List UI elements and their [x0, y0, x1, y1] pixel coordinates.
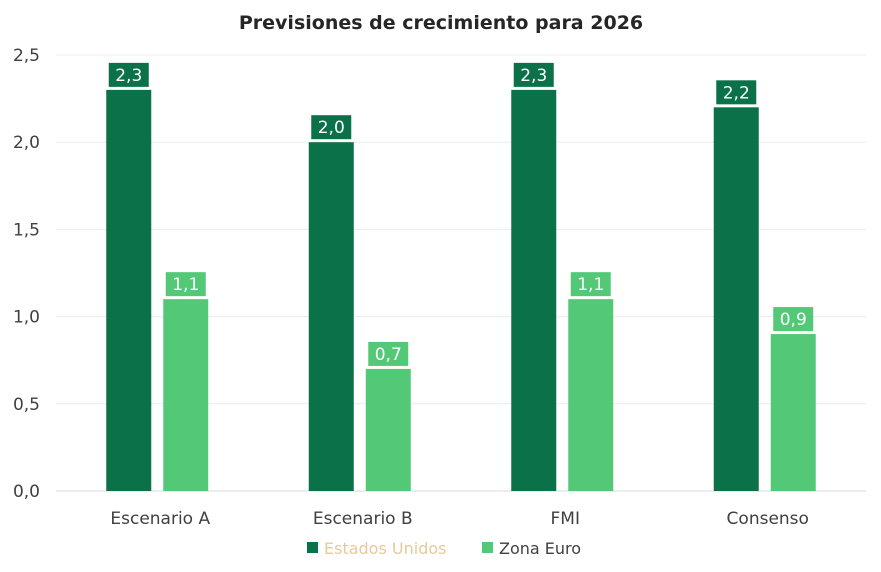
- y-tick-label: 2,0: [13, 133, 40, 153]
- x-axis: Escenario A Escenario B FMI Consenso: [110, 509, 809, 529]
- bar-group: 2,3 1,1: [511, 62, 614, 491]
- legend-label: Estados Unidos: [324, 539, 446, 558]
- y-tick-label: 0,5: [13, 395, 40, 415]
- data-label: 0,9: [780, 310, 807, 330]
- bar-group: 2,0 0,7: [308, 115, 411, 491]
- legend-item: Zona Euro: [482, 539, 581, 558]
- x-tick-label: Consenso: [727, 509, 809, 529]
- bar: [568, 299, 614, 491]
- y-tick-label: 1,5: [13, 220, 40, 240]
- data-label-box: [716, 80, 757, 105]
- legend: Estados Unidos Zona Euro: [307, 539, 581, 558]
- y-tick-label: 2,5: [13, 46, 40, 66]
- data-label: 2,3: [115, 66, 142, 86]
- data-label-box: [513, 62, 554, 87]
- data-label: 0,7: [375, 345, 402, 365]
- bars: 2,3 1,1 2,0 0,7 2,3 1,1 2,2 0,9: [106, 62, 816, 491]
- bar: [163, 299, 209, 491]
- data-label: 2,2: [723, 83, 750, 103]
- data-label-box: [311, 115, 352, 140]
- data-label: 2,3: [520, 66, 547, 86]
- legend-item: Estados Unidos: [307, 539, 446, 558]
- legend-swatch: [307, 542, 318, 553]
- data-label: 1,1: [172, 275, 199, 295]
- x-tick-label: Escenario B: [313, 509, 413, 529]
- legend-label: Zona Euro: [499, 539, 581, 558]
- data-label: 2,0: [318, 118, 345, 138]
- bar-group: 2,2 0,9: [713, 80, 816, 491]
- data-label-box: [165, 272, 206, 297]
- bar: [511, 89, 557, 491]
- y-tick-label: 1,0: [13, 308, 40, 328]
- x-tick-label: Escenario A: [110, 509, 210, 529]
- data-label: 1,1: [577, 275, 604, 295]
- bar: [770, 334, 816, 491]
- data-label-box: [368, 341, 409, 366]
- x-tick-label: FMI: [551, 509, 580, 529]
- data-label-box: [108, 62, 149, 87]
- y-axis: 0,0 0,5 1,0 1,5 2,0 2,5: [13, 46, 40, 502]
- bar-group: 2,3 1,1: [106, 62, 209, 491]
- y-tick-label: 0,0: [13, 482, 40, 502]
- bar: [308, 142, 354, 491]
- data-label-box: [570, 272, 611, 297]
- bar: [365, 368, 411, 491]
- legend-swatch: [482, 542, 493, 553]
- data-label-box: [773, 307, 814, 332]
- chart-title: Previsiones de crecimiento para 2026: [239, 12, 643, 34]
- bar: [106, 89, 152, 491]
- bar: [713, 107, 759, 491]
